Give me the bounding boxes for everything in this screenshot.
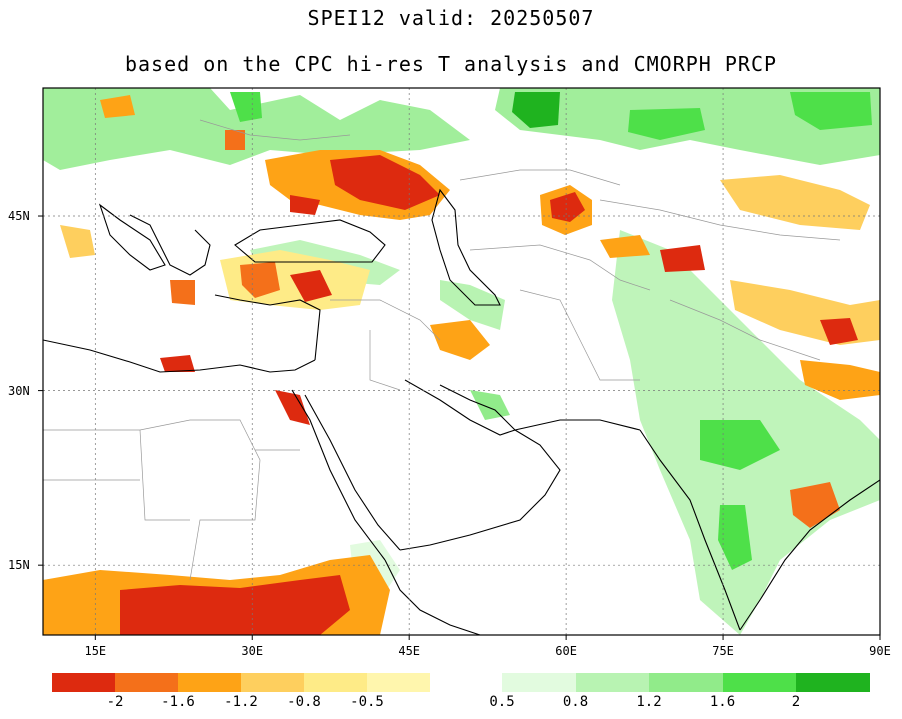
graticule — [43, 88, 880, 635]
colorbar-swatch — [575, 673, 649, 692]
colorbar-swatch — [178, 673, 241, 692]
lon-label-60e: 60E — [555, 644, 577, 658]
lon-label-90e: 90E — [869, 644, 891, 658]
colorbar-label: 0.5 — [489, 694, 515, 710]
colorbar-label: -0.5 — [350, 694, 384, 710]
colorbar-label: 0.8 — [562, 694, 589, 710]
colorbar-swatch — [722, 673, 796, 692]
lat-label-45n: 45N — [8, 209, 30, 224]
colorbar-swatch — [367, 673, 430, 692]
colorbar-swatch — [649, 673, 723, 692]
lon-label-30e: 30E — [241, 644, 264, 658]
lat-label-30n: 30N — [8, 383, 30, 398]
wet-anomalies — [43, 88, 880, 635]
colorbar-label: -0.8 — [287, 694, 321, 710]
lon-label-15e: 15E — [84, 644, 107, 658]
coastlines — [43, 188, 880, 635]
colorbar-swatch — [304, 673, 367, 692]
colorbar-label: 1.2 — [636, 694, 662, 710]
colorbar-label: -2 — [106, 694, 124, 710]
colorbar-swatch — [796, 673, 870, 692]
colorbar-label: -1.6 — [161, 694, 195, 710]
admin-borders — [43, 119, 841, 581]
lon-label-45e: 45E — [398, 644, 421, 658]
colorbar-swatch — [115, 673, 178, 692]
colorbar-label: 2 — [791, 694, 801, 710]
colorbar-swatch — [502, 673, 576, 692]
colorbar-label: -1.2 — [224, 694, 258, 710]
dry-anomalies — [43, 95, 880, 635]
colorbar-swatch — [241, 673, 304, 692]
lat-label-15n: 15N — [8, 558, 30, 573]
chart-title: SPEI12 valid: 20250507 — [307, 6, 595, 30]
colorbar-swatch — [52, 673, 115, 692]
lon-label-75e: 75E — [712, 644, 734, 658]
map-frame — [42, 87, 881, 636]
chart-subtitle: based on the CPC hi-res T analysis and C… — [124, 52, 778, 76]
axis-ticks — [38, 215, 881, 640]
colorbar-label: 1.6 — [709, 694, 736, 710]
